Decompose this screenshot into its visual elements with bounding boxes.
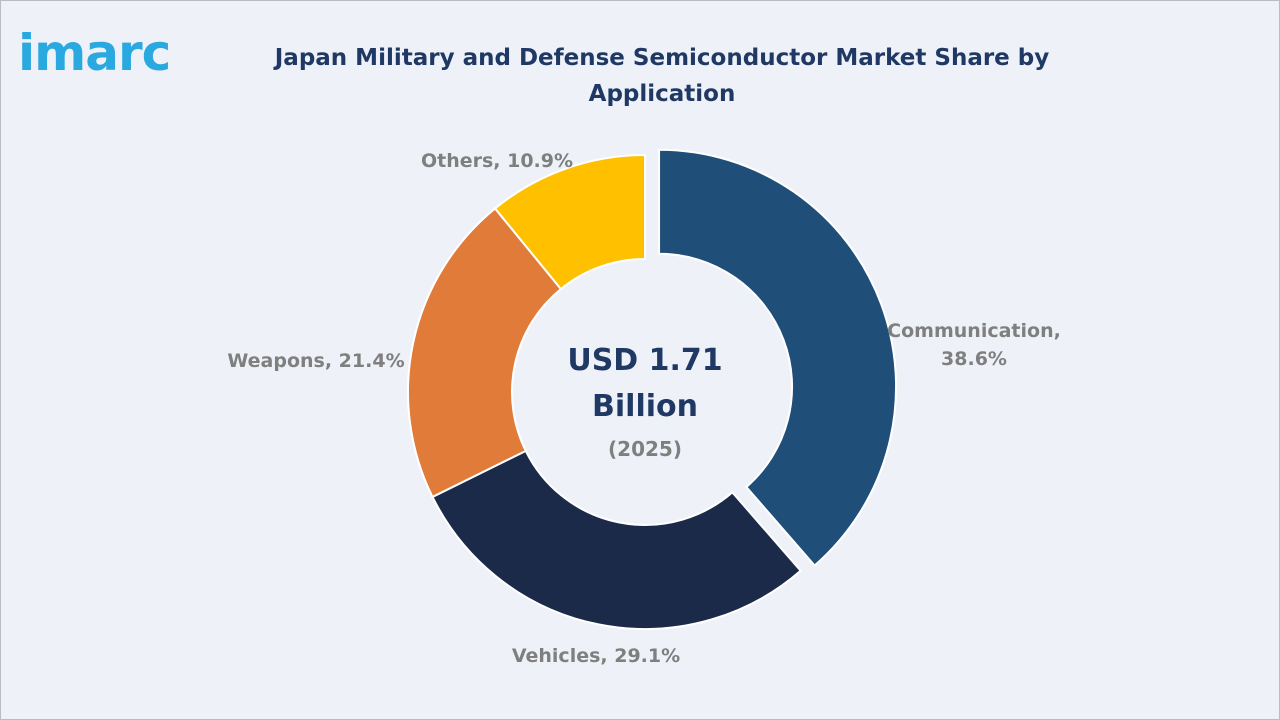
label-communication: Communication, 38.6% bbox=[887, 320, 1061, 370]
center-value-line2: Billion bbox=[592, 389, 698, 424]
donut-slices bbox=[407, 148, 898, 630]
center-value-line1: USD 1.71 bbox=[567, 343, 722, 378]
label-vehicles: Vehicles, 29.1% bbox=[512, 645, 680, 667]
label-weapons: Weapons, 21.4% bbox=[227, 350, 404, 372]
slice-labels: Communication, 38.6% Vehicles, 29.1% Weapon… bbox=[227, 150, 1060, 667]
imarc-logo: imarc bbox=[18, 24, 171, 82]
label-others: Others, 10.9% bbox=[421, 150, 573, 172]
slice-others bbox=[493, 153, 646, 291]
slice-weapons bbox=[407, 207, 563, 499]
center-year: (2025) bbox=[608, 437, 682, 461]
chart-title: Japan Military and Defense Semiconductor… bbox=[274, 45, 1050, 107]
slice-communication bbox=[658, 148, 898, 567]
slice-vehicles bbox=[431, 449, 803, 630]
